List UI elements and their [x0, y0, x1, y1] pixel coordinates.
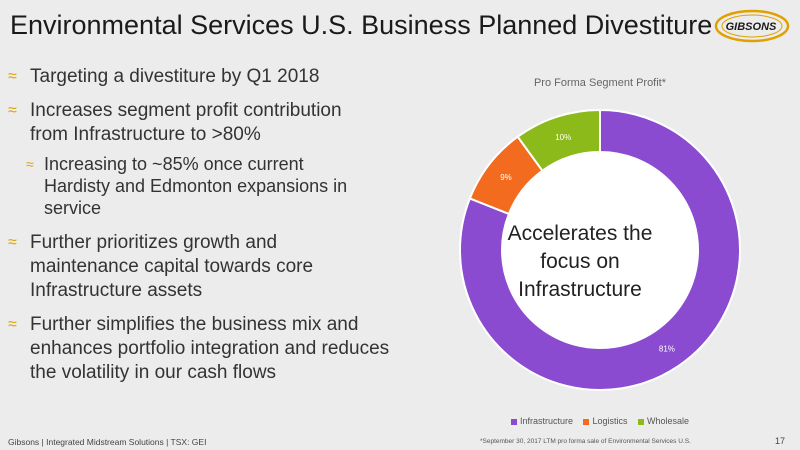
legend-swatch — [583, 418, 590, 425]
page-number: 17 — [775, 436, 786, 446]
legend-swatch — [638, 418, 645, 425]
chart-legend: Infrastructure Logistics Wholesale — [460, 416, 740, 426]
footnote: *September 30, 2017 LTM pro forma sale o… — [480, 438, 691, 445]
bullet-text: Increasing to ~85% once current Hardisty… — [44, 154, 348, 218]
legend-item: Infrastructure — [510, 416, 573, 426]
bullet-text: Further simplifies the business mix and … — [30, 314, 390, 383]
legend-swatch — [510, 418, 517, 425]
legend-item: Logistics — [583, 416, 628, 426]
bullet-marker: ≈ — [8, 68, 17, 85]
legend-label: Infrastructure — [519, 416, 573, 426]
gibsons-logo: GIBSONS — [714, 9, 790, 43]
legend-item: Wholesale — [638, 416, 689, 426]
bullet-item: ≈ Further simplifies the business mix and… — [8, 313, 428, 385]
sub-bullet-item: ≈ Increasing to ~85% once current Hardist… — [26, 153, 428, 219]
donut-slice-wholesale — [516, 108, 601, 173]
donut-slice-infrastructure — [459, 108, 741, 391]
donut-hole — [503, 153, 697, 347]
bullet-item: ≈ Increases segment profit contribution f… — [8, 99, 428, 147]
bullet-marker: ≈ — [8, 102, 17, 119]
data-label-wholesale: 10% — [555, 133, 571, 142]
legend-label: Wholesale — [647, 416, 690, 426]
bullet-text: Further prioritizes growth and maintenan… — [30, 232, 314, 301]
chart-title: Pro Forma Segment Profit* — [533, 77, 667, 89]
page-title: Environmental Services U.S. Business Pla… — [10, 10, 713, 40]
donut-chart: 81% 9% 10% — [459, 108, 741, 391]
bullet-text: Increases segment profit contribution fr… — [30, 100, 342, 145]
legend-label: Logistics — [592, 416, 628, 426]
bullet-item: ≈ Further prioritizes growth and maintena… — [8, 231, 428, 303]
bullet-marker: ≈ — [8, 234, 17, 251]
donut-center-label: Accelerates the focus on Infrastructure — [507, 222, 653, 301]
data-label-logistics: 9% — [500, 173, 512, 182]
bullet-text: Targeting a divestiture by Q1 2018 — [30, 66, 320, 87]
bullet-marker: ≈ — [8, 316, 17, 333]
footer-company: Gibsons | Integrated Midstream Solutions… — [8, 437, 207, 447]
bullet-marker: ≈ — [26, 156, 34, 172]
data-label-infrastructure: 81% — [659, 344, 675, 353]
bullet-list: ≈ Targeting a divestiture by Q1 2018 ≈ Inc… — [8, 65, 428, 395]
bullet-item: ≈ Targeting a divestiture by Q1 2018 — [8, 65, 428, 89]
svg-text:GIBSONS: GIBSONS — [726, 21, 777, 33]
